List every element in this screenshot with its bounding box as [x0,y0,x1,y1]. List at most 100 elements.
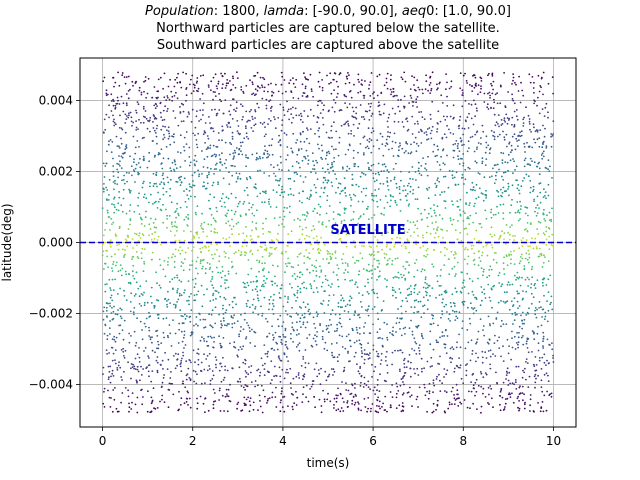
data-point [420,165,423,167]
data-point [156,124,159,127]
data-point [352,193,355,196]
data-point [437,123,439,125]
data-point [308,235,311,238]
data-point [190,361,192,364]
data-point [472,294,475,296]
data-point [116,145,119,148]
data-point [445,391,448,394]
data-point [187,213,190,216]
data-point [467,306,469,309]
data-point [127,75,130,78]
data-point [517,307,519,309]
data-point [281,251,284,253]
data-point [422,92,424,95]
data-point [414,372,416,375]
data-point [428,392,431,395]
data-point [218,92,221,95]
data-point [377,162,380,165]
data-point [184,318,187,320]
data-point [506,283,509,286]
data-point [465,374,468,377]
data-point [240,86,243,88]
data-point [366,353,369,356]
data-point [387,171,390,174]
data-point [123,174,125,177]
data-point [353,314,356,316]
data-point [214,108,216,111]
data-point [118,361,120,363]
data-point [422,296,425,299]
data-point [347,72,349,74]
data-point [415,398,418,401]
data-point [540,77,543,80]
data-point [203,221,206,224]
data-point [202,318,205,321]
data-point [190,186,193,189]
data-point [399,349,402,351]
data-point [231,306,234,309]
data-point [352,149,355,152]
data-point [245,177,248,179]
data-point [213,336,216,339]
data-point [363,97,365,99]
data-point [443,246,446,249]
data-point [409,375,412,378]
data-point [132,84,134,87]
data-point [255,158,258,161]
data-point [264,149,267,152]
data-point [225,388,228,391]
data-point [117,270,120,273]
data-point [387,231,389,234]
data-point [459,214,462,217]
data-point [369,388,371,390]
data-point [220,326,223,329]
data-point [504,402,507,405]
data-point [503,232,506,235]
data-point [185,94,188,97]
data-point [337,394,339,397]
data-point [527,175,530,178]
data-point [251,93,253,96]
data-point [385,77,388,80]
data-point [305,287,308,290]
data-point [196,205,199,208]
data-point [400,305,403,308]
data-point [348,103,351,105]
data-point [225,215,228,218]
data-point [469,407,471,410]
data-point [405,150,407,152]
data-point [511,283,514,286]
data-point [317,247,320,250]
data-point [281,75,284,78]
data-point [116,162,119,165]
data-point [462,220,465,222]
data-point [509,151,512,154]
data-point [345,75,348,78]
data-point [227,220,230,223]
data-point [426,189,429,191]
data-point [221,87,224,90]
data-point [301,83,304,86]
data-point [455,346,458,349]
data-point [226,369,229,372]
data-point [428,382,431,385]
data-point [469,359,472,362]
data-point [350,392,353,395]
data-point [547,183,550,186]
data-point [106,211,109,214]
data-point [409,386,411,389]
data-point [411,348,413,350]
data-point [161,174,164,177]
data-point [285,250,287,253]
data-point [218,389,221,392]
data-point [409,190,412,193]
data-point [183,347,185,349]
data-point [303,110,306,112]
data-point [293,402,296,405]
data-point [102,310,105,313]
data-point [235,172,238,175]
data-point [166,110,169,112]
data-point [186,373,189,375]
data-point [385,285,388,288]
data-point [251,118,254,120]
